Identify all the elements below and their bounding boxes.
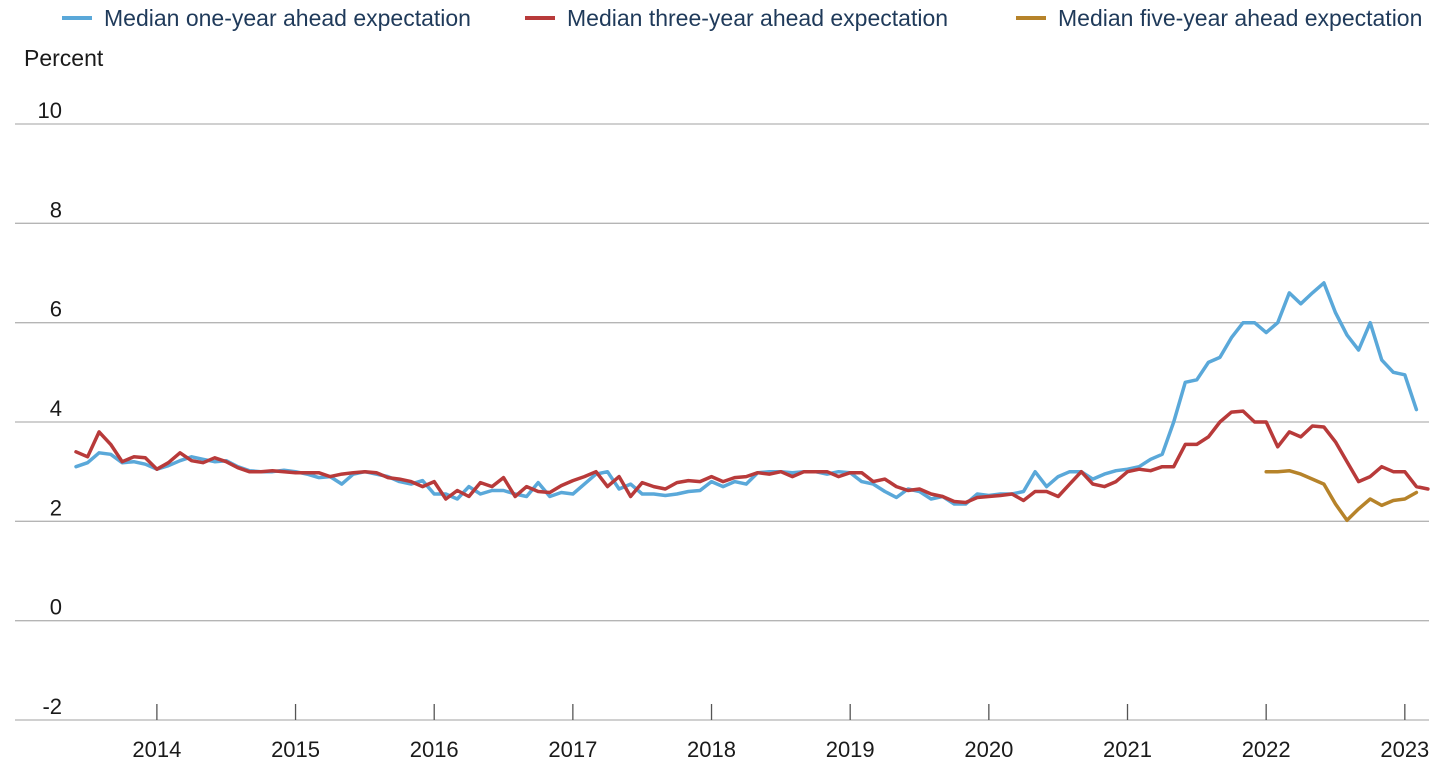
x-tick-label: 2022 <box>1242 737 1291 762</box>
y-axis-label: Percent <box>24 45 104 71</box>
series-line-five-year <box>1264 468 1419 523</box>
x-tick-label: 2023 <box>1380 737 1429 762</box>
y-tick-label: 4 <box>50 396 62 421</box>
x-axis: 2014 2015 2016 2017 2018 2019 2020 2021 2022 2023 <box>132 704 1429 762</box>
legend-swatch-one-year <box>62 16 92 20</box>
legend-label-three-year: Median three-year ahead expectation <box>567 4 949 31</box>
series-lines <box>74 281 1430 523</box>
y-tick-label: 6 <box>50 297 62 322</box>
chart-legend: Median one-year ahead expectation Median… <box>0 0 1456 40</box>
x-tick-label: 2014 <box>132 737 181 762</box>
y-tick-labels: -2 0 2 4 6 8 10 <box>38 98 62 719</box>
gridlines <box>15 123 1429 721</box>
legend-label-one-year: Median one-year ahead expectation <box>104 4 471 31</box>
x-tick-label: 2020 <box>964 737 1013 762</box>
legend-label-five-year: Median five-year ahead expectation <box>1058 4 1423 31</box>
x-tick-label: 2017 <box>548 737 597 762</box>
legend-item-three-year[interactable]: Median three-year ahead expectation <box>525 4 948 32</box>
x-tick-label: 2015 <box>271 737 320 762</box>
y-tick-label: -2 <box>42 694 62 719</box>
x-tick-label: 2021 <box>1103 737 1152 762</box>
legend-swatch-five-year <box>1016 16 1046 20</box>
legend-item-one-year[interactable]: Median one-year ahead expectation <box>62 4 471 32</box>
y-tick-label: 0 <box>50 595 62 620</box>
x-tick-label: 2018 <box>687 737 736 762</box>
y-tick-label: 2 <box>50 495 62 520</box>
series-line-three-year <box>74 409 1430 505</box>
legend-swatch-three-year <box>525 16 555 20</box>
y-tick-label: 8 <box>50 197 62 222</box>
y-tick-label: 10 <box>38 98 62 123</box>
legend-item-five-year[interactable]: Median five-year ahead expectation <box>1016 4 1422 32</box>
x-tick-label: 2016 <box>410 737 459 762</box>
x-tick-label: 2019 <box>826 737 875 762</box>
